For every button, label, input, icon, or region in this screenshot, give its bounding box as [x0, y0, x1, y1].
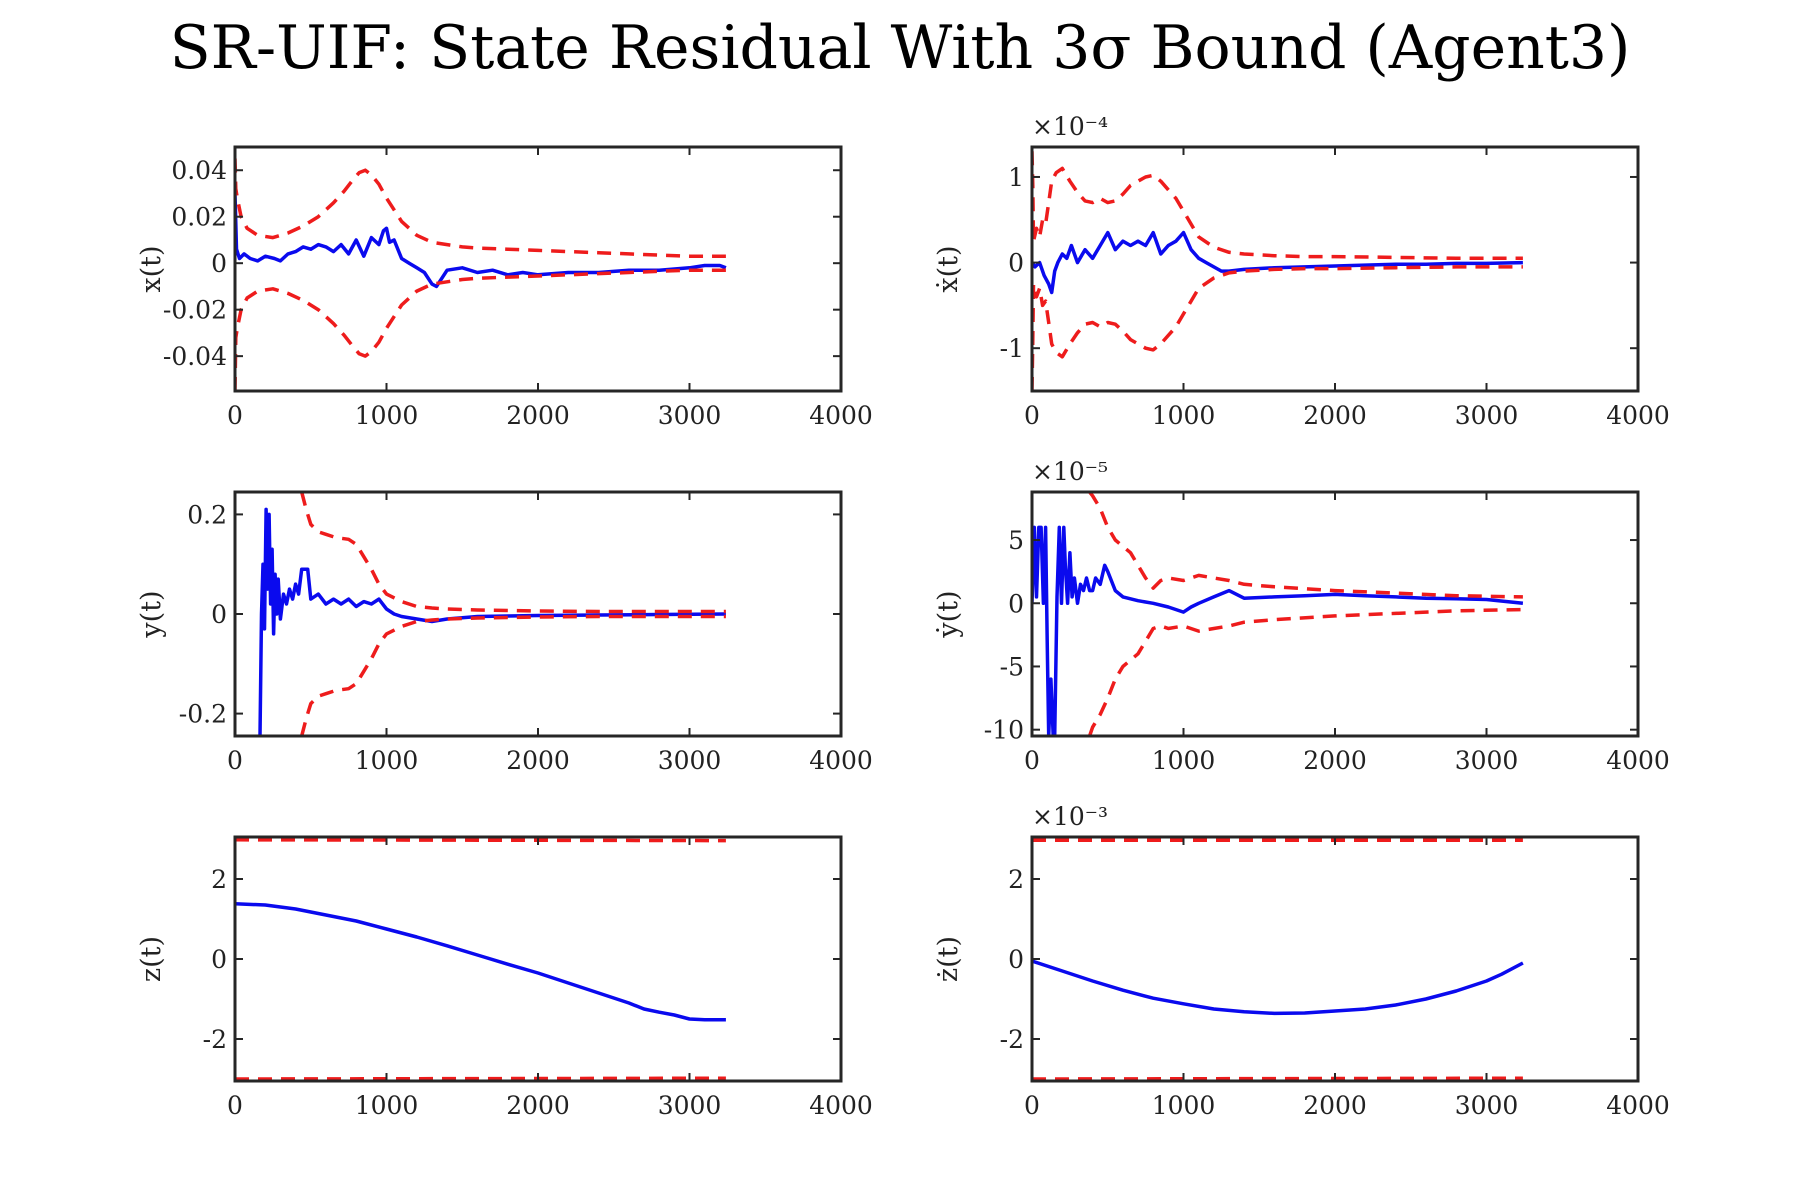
x-tick-label-2000: 2000 [506, 746, 570, 775]
subplot-4: 0 1000 2000 3000 4000 -10 -5 0 5 ẏ(t) ×10⁻⁵ [933, 457, 1670, 775]
y-tick-label--2: -2 [203, 1025, 227, 1054]
y-tick-label-0-2: 0.2 [187, 500, 227, 529]
subplot-3: 0 1000 2000 3000 4000-0.200.2y(t) [136, 490, 873, 775]
x-tick-label-1000: 1000 [1152, 746, 1216, 775]
bound-upper-line [235, 158, 726, 258]
x-tick-label-2000: 2000 [506, 1091, 570, 1120]
series-group [1032, 492, 1524, 736]
y-tick-label-0-04: 0.04 [171, 156, 227, 185]
x-tick-label-4000: 4000 [809, 401, 873, 430]
x-tick-label-1000: 1000 [1152, 1091, 1216, 1120]
axis-multiplier: ×10⁻⁴ [1032, 112, 1108, 141]
x-tick-label-3000: 3000 [658, 1091, 722, 1120]
subplot-1: 0 1000 2000 3000 4000 -0.04 -0.02 0 0.02 0.04 x(t) [136, 145, 873, 430]
series-group [235, 158, 727, 391]
subplot-6: 0 1000 2000 3000 4000 -2 0 2 ż(t) ×10⁻³ [933, 802, 1670, 1120]
y-axis-label: x(t) [136, 245, 167, 292]
x-tick-label-0: 0 [1024, 401, 1040, 430]
residual-line [258, 507, 726, 736]
axes-box [1030, 145, 1640, 393]
y-axis-label: ẋ(t) [933, 245, 964, 292]
bound-lower-line [1087, 607, 1523, 736]
x-tick-label-0: 0 [227, 401, 243, 430]
figure-title: SR-UIF: State Residual With 3σ Bound (Ag… [170, 13, 1631, 83]
series-group [1032, 151, 1523, 391]
residual-line [235, 902, 726, 1022]
x-tick-label-1000: 1000 [355, 1091, 419, 1120]
y-axis-label: z(t) [136, 936, 167, 982]
series-group [258, 492, 726, 736]
bound-upper-line [235, 838, 726, 843]
bound-lower-line [1032, 265, 1523, 391]
residual-line [1032, 959, 1524, 1016]
x-tick-label-4000: 4000 [1606, 1091, 1670, 1120]
x-tick-label-3000: 3000 [1455, 746, 1519, 775]
residual-line [235, 193, 727, 289]
y-tick-label-0-02: 0.02 [171, 203, 227, 232]
x-tick-label-2000: 2000 [506, 401, 570, 430]
subplot-grid: 0 1000 2000 3000 4000-0.04-0.0200.020.04x(t)… [136, 112, 1670, 1120]
bound-upper-line [300, 492, 726, 614]
x-tick-label-0: 0 [227, 746, 243, 775]
y-tick-label--5: -5 [1000, 652, 1024, 681]
x-tick-label-2000: 2000 [1303, 1091, 1367, 1120]
axis-multiplier: ×10⁻⁵ [1032, 457, 1108, 486]
residual-line [1032, 525, 1524, 736]
axes-box [233, 835, 843, 1083]
x-tick-label-0: 0 [227, 1091, 243, 1120]
y-tick-label--0-2: -0.2 [179, 700, 227, 729]
x-tick-label-2000: 2000 [1303, 746, 1367, 775]
y-axis-label: y(t) [136, 590, 167, 638]
x-tick-label-1000: 1000 [355, 401, 419, 430]
y-tick-label--0-02: -0.02 [163, 296, 227, 325]
y-tick-label-5: 5 [1008, 526, 1024, 555]
x-tick-label-4000: 4000 [809, 1091, 873, 1120]
bound-upper-line [1032, 151, 1523, 261]
x-tick-label-1000: 1000 [1152, 401, 1216, 430]
axis-multiplier: ×10⁻³ [1032, 802, 1108, 831]
axes-box [1030, 835, 1640, 1083]
y-tick-label-0: 0 [1008, 589, 1024, 618]
bound-lower-line [235, 1076, 726, 1081]
series-group [235, 838, 726, 1081]
axes-box [1030, 490, 1640, 738]
x-tick-label-3000: 3000 [658, 746, 722, 775]
y-tick-label--0-04: -0.04 [163, 342, 227, 371]
y-tick-label--10: -10 [984, 716, 1024, 745]
y-tick-label-0: 0 [211, 600, 227, 629]
x-tick-label-3000: 3000 [1455, 401, 1519, 430]
bound-lower-line [1032, 1076, 1523, 1081]
bound-lower-line [235, 268, 726, 391]
x-tick-label-1000: 1000 [355, 746, 419, 775]
y-tick-label--1: -1 [1000, 334, 1024, 363]
y-tick-label-1: 1 [1008, 163, 1024, 192]
x-tick-label-0: 0 [1024, 746, 1040, 775]
x-tick-label-4000: 4000 [1606, 401, 1670, 430]
x-tick-label-3000: 3000 [658, 401, 722, 430]
y-axis-label: ẏ(t) [933, 590, 964, 638]
x-tick-label-2000: 2000 [1303, 401, 1367, 430]
subplot-5: 0 1000 2000 3000 4000 -2 0 2 z(t) [136, 835, 873, 1120]
y-tick-label-2: 2 [1008, 865, 1024, 894]
y-tick-label-0: 0 [1008, 945, 1024, 974]
x-tick-label-4000: 4000 [809, 746, 873, 775]
y-tick-label-2: 2 [211, 865, 227, 894]
y-axis-label: ż(t) [933, 936, 964, 982]
y-tick-label-0: 0 [1008, 249, 1024, 278]
x-tick-label-3000: 3000 [1455, 1091, 1519, 1120]
y-tick-label-0: 0 [211, 249, 227, 278]
residual-line [1032, 230, 1523, 295]
y-tick-label-0: 0 [211, 945, 227, 974]
x-tick-label-0: 0 [1024, 1091, 1040, 1120]
bound-lower-line [300, 614, 726, 736]
y-tick-label--2: -2 [1000, 1025, 1024, 1054]
x-tick-label-4000: 4000 [1606, 746, 1670, 775]
bound-upper-line [1088, 492, 1523, 599]
series-group [1032, 838, 1524, 1081]
subplot-2: 0 1000 2000 3000 4000 -1 0 1 ẋ(t) ×10⁻⁴ [933, 112, 1670, 430]
axes-box [233, 145, 843, 393]
